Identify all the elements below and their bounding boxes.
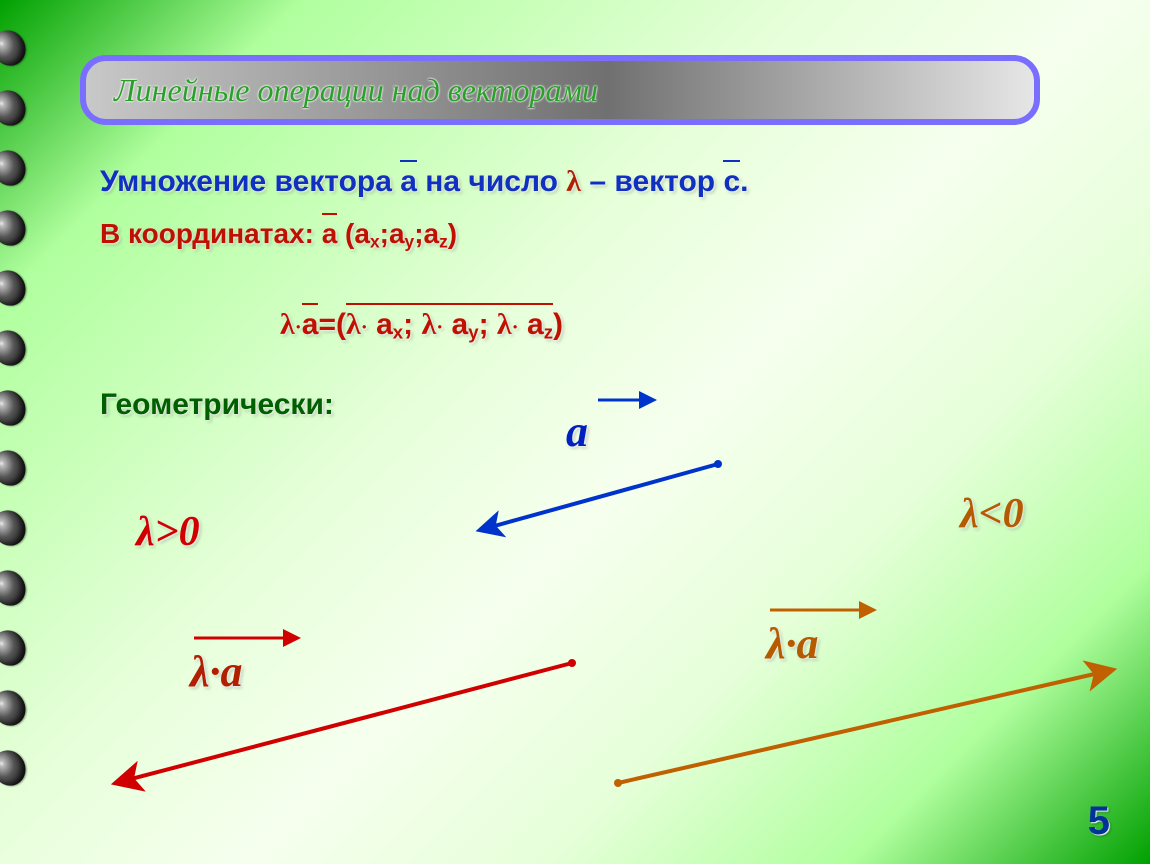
vector-a-arrow — [480, 464, 718, 530]
slide: Линейные операции над векторами Умножени… — [0, 0, 1150, 864]
vector-la-neg-arrow — [618, 670, 1112, 783]
page-number: 5 — [1088, 799, 1110, 844]
diagram-svg — [0, 0, 1150, 864]
vector-la-pos-arrow — [116, 663, 572, 783]
